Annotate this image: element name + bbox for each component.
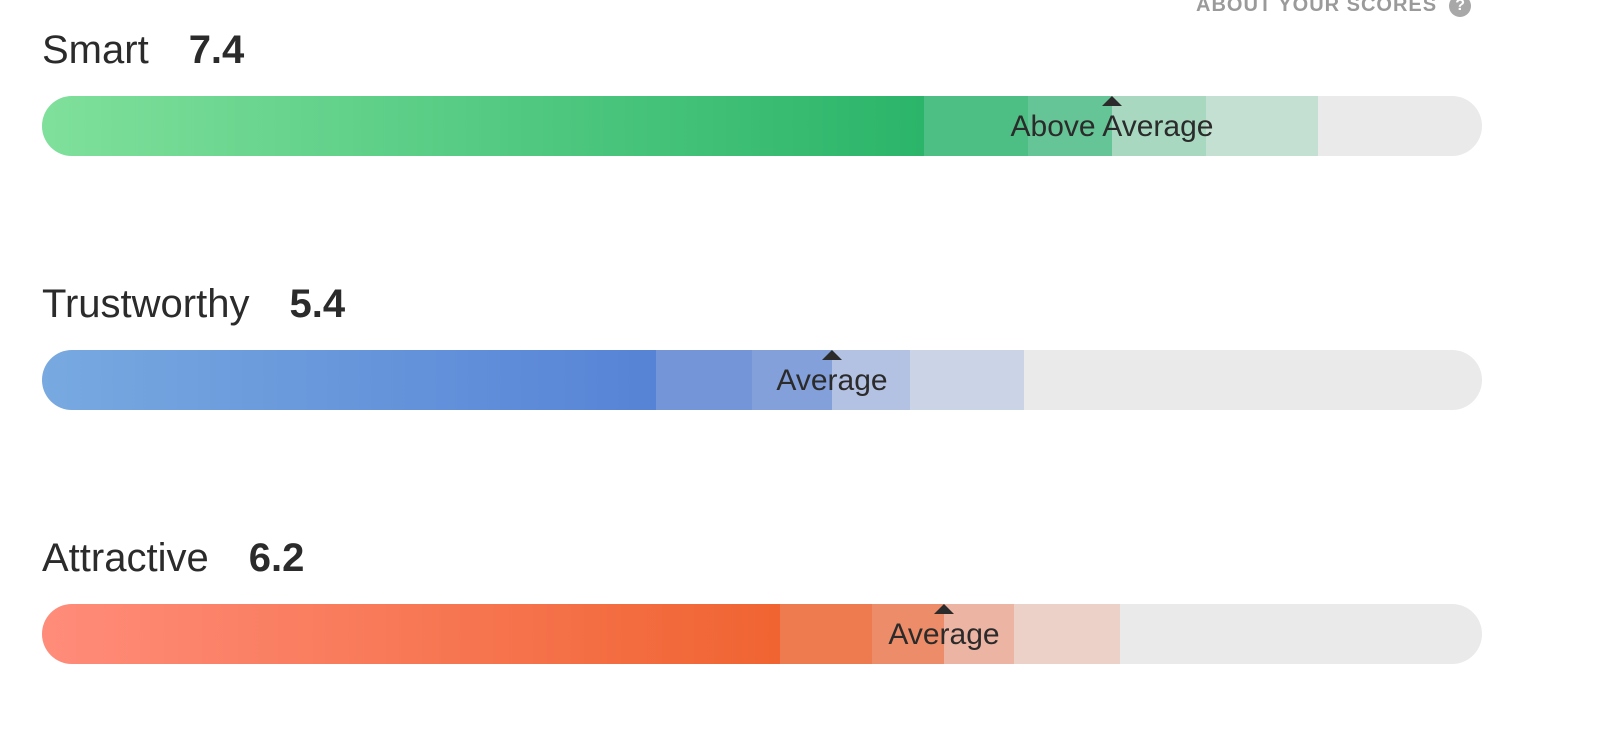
score-bar-trustworthy — [42, 350, 1482, 410]
caret-up-icon — [1102, 96, 1122, 106]
score-value-attractive: 6.2 — [248, 536, 305, 580]
score-bar-fill-trustworthy — [42, 350, 656, 410]
score-label-attractive: Attractive — [42, 536, 209, 580]
score-bar-band-attractive-3 — [944, 604, 1014, 664]
about-your-scores-link[interactable]: ABOUT YOUR SCORES ? — [1196, 0, 1472, 17]
score-value-trustworthy: 5.4 — [289, 282, 346, 326]
score-smart: Smart 7.4 Above Average — [42, 28, 1482, 156]
score-bar-fill-attractive — [42, 604, 780, 664]
rating-label-attractive: Average — [888, 618, 1000, 651]
rating-marker-attractive: Average — [844, 604, 1044, 652]
rating-marker-smart: Above Average — [972, 96, 1252, 144]
score-label-smart: Smart — [42, 28, 149, 72]
score-bar-band-smart-4 — [1206, 96, 1318, 156]
rating-label-trustworthy: Average — [776, 364, 888, 397]
score-bar-band-trustworthy-2 — [752, 350, 832, 410]
score-bar-band-trustworthy-1 — [656, 350, 752, 410]
score-bar-fill-smart — [42, 96, 924, 156]
help-icon[interactable]: ? — [1449, 0, 1472, 17]
score-value-smart: 7.4 — [188, 28, 245, 72]
score-attractive: Attractive 6.2 Average — [42, 536, 1482, 664]
score-bar-smart — [42, 96, 1482, 156]
score-bar-band-attractive-1 — [780, 604, 872, 664]
score-trustworthy: Trustworthy 5.4 Average — [42, 282, 1482, 410]
caret-up-icon — [822, 350, 842, 360]
score-label-trustworthy: Trustworthy — [42, 282, 250, 326]
score-bar-attractive — [42, 604, 1482, 664]
score-bar-band-smart-3 — [1112, 96, 1206, 156]
about-your-scores-label: ABOUT YOUR SCORES — [1196, 0, 1438, 16]
caret-up-icon — [934, 604, 954, 614]
score-bar-band-smart-1 — [924, 96, 1028, 156]
score-bar-band-trustworthy-3 — [832, 350, 910, 410]
score-bar-band-attractive-2 — [872, 604, 944, 664]
rating-label-smart: Above Average — [1010, 110, 1214, 143]
score-bar-band-attractive-4 — [1014, 604, 1120, 664]
score-bar-band-smart-2 — [1028, 96, 1112, 156]
rating-marker-trustworthy: Average — [732, 350, 932, 398]
score-bar-band-trustworthy-4 — [910, 350, 1024, 410]
